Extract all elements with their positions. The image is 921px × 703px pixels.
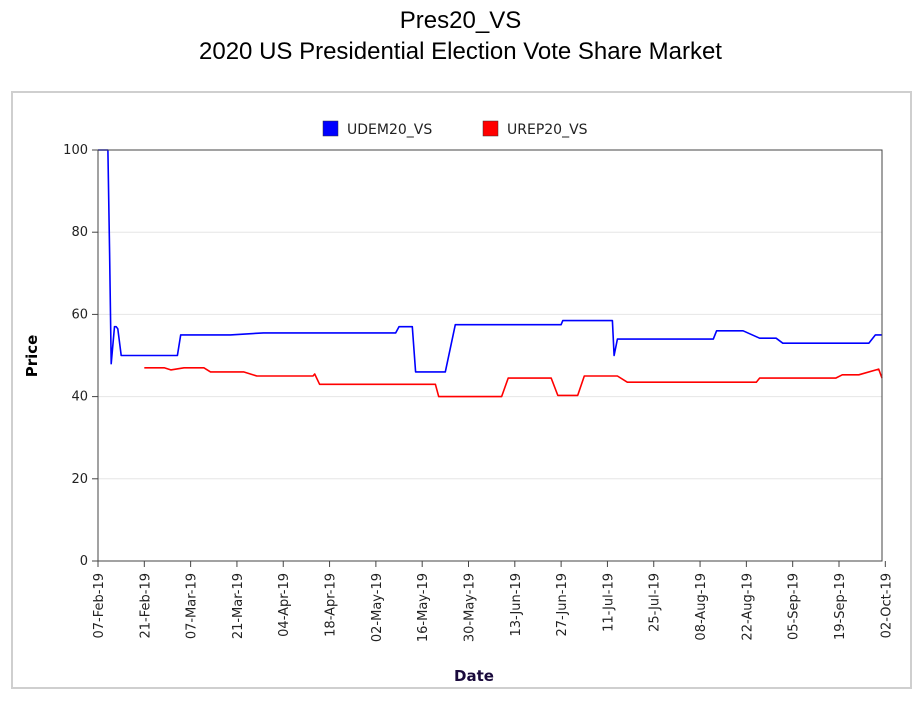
legend: UDEM20_VS UREP20_VS (323, 121, 588, 138)
x-axis: 07-Feb-19 21-Feb-19 07-Mar-19 21-Mar-19 04-A… (92, 561, 894, 642)
x-tick-label: 02-Oct-19 (879, 573, 894, 638)
series-line-urep20-vs (144, 368, 882, 397)
legend-swatch (483, 121, 498, 136)
x-tick-label: 11-Jul-19 (601, 573, 616, 632)
x-axis-label: Date (454, 667, 494, 685)
y-axis-label: Price (23, 335, 41, 378)
legend-label: UDEM20_VS (347, 122, 432, 138)
x-tick-label: 30-May-19 (462, 573, 477, 642)
series-lines (98, 150, 882, 397)
y-tick-label: 40 (71, 390, 88, 405)
x-tick-label: 07-Mar-19 (185, 573, 200, 639)
y-tick-label: 0 (80, 554, 88, 569)
x-tick-label: 07-Feb-19 (92, 573, 107, 638)
x-tick-label: 04-Apr-19 (277, 573, 292, 637)
x-tick-label: 08-Aug-19 (694, 573, 709, 641)
x-tick-label: 21-Mar-19 (231, 573, 246, 639)
legend-label: UREP20_VS (507, 122, 588, 138)
x-tick-label: 27-Jun-19 (555, 573, 570, 637)
legend-swatch (323, 121, 338, 136)
legend-item-udem20-vs: UDEM20_VS (323, 121, 432, 138)
gridlines (98, 232, 882, 479)
y-axis: 0 20 40 60 80 100 (63, 143, 98, 569)
x-tick-label: 25-Jul-19 (648, 573, 663, 632)
y-tick-label: 80 (71, 225, 88, 240)
line-chart: 0 20 40 60 80 100 07-Feb-19 21-Feb-19 07-Mar-19… (0, 0, 921, 703)
y-tick-label: 20 (71, 472, 88, 487)
x-tick-label: 18-Apr-19 (324, 573, 339, 637)
x-tick-label: 19-Sep-19 (833, 573, 848, 640)
plot-area (98, 150, 882, 561)
y-tick-label: 100 (63, 143, 88, 158)
x-tick-label: 16-May-19 (416, 573, 431, 642)
x-tick-label: 02-May-19 (370, 573, 385, 642)
series-line-udem20-vs (98, 150, 882, 372)
x-tick-label: 22-Aug-19 (740, 573, 755, 641)
legend-item-urep20-vs: UREP20_VS (483, 121, 588, 138)
y-tick-label: 60 (71, 307, 88, 322)
x-tick-label: 21-Feb-19 (138, 573, 153, 638)
x-tick-label: 13-Jun-19 (509, 573, 524, 637)
x-tick-label: 05-Sep-19 (787, 573, 802, 640)
